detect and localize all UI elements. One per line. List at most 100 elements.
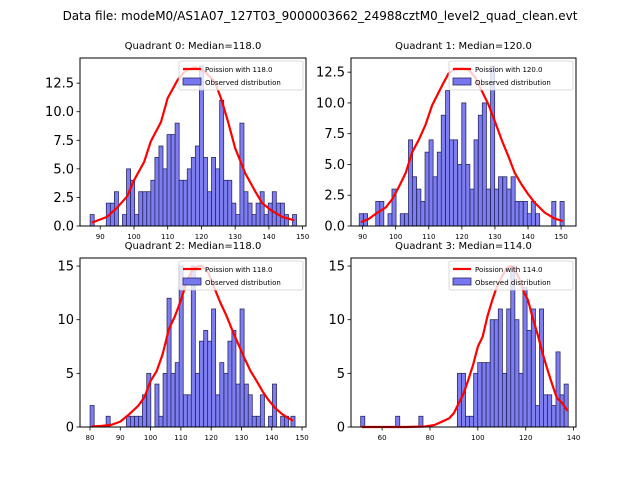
histogram-bar (259, 394, 265, 428)
subplot-quadrant-0: Quadrant 0: Median=118.0 90 100 110 120 130 14… (45, 41, 309, 241)
histogram-bar (477, 114, 483, 227)
histogram-bar (279, 202, 285, 227)
histogram-bar (211, 308, 217, 428)
histogram-bar (518, 372, 524, 428)
histogram-bar (290, 415, 296, 428)
legend-box (448, 260, 574, 291)
histogram-bar (473, 139, 479, 227)
y-tick-label: 2.5 (53, 191, 74, 206)
histogram-bar (203, 330, 209, 428)
histogram-bar (215, 168, 221, 227)
legend-bar-icon (182, 277, 202, 286)
y-tick-label: 15 (328, 260, 345, 275)
histogram-bar (182, 179, 188, 227)
histogram-bar (510, 176, 516, 227)
histogram-bar (518, 200, 524, 227)
subplot-title: Quadrant 2: Median=118.0 (125, 241, 262, 252)
y-tick-label: 5.0 (324, 158, 345, 173)
subplot-quadrant-2: Quadrant 2: Median=118.080 90 100 110 120 130… (57, 241, 308, 442)
histogram-bar (223, 372, 229, 428)
x-tick-label: 90 (116, 434, 125, 442)
histogram-bar (457, 164, 463, 227)
histogram-bar (142, 191, 148, 227)
subplot-title: Quadrant 1: Median=120.0 (395, 41, 532, 52)
histogram-bar (227, 340, 233, 428)
histogram-bar (247, 394, 253, 428)
x-tick-label: 100 (471, 434, 484, 442)
histogram-bar (215, 394, 221, 428)
histogram-bar (239, 122, 245, 227)
histogram-bar (203, 157, 208, 227)
histogram-bar (263, 214, 269, 227)
legend-box (448, 60, 574, 91)
histogram-bar (247, 202, 253, 227)
legend-observed-label: Observed distribution (205, 279, 281, 287)
legend-poisson-label: Poission with 118.0 (205, 266, 273, 274)
x-tick-label: 120 (204, 434, 217, 442)
y-tick-label: 0.0 (53, 220, 74, 235)
histogram-bar (122, 214, 127, 227)
poisson-curve (361, 264, 569, 429)
legend-bar-icon (452, 77, 472, 86)
histogram-bar (432, 176, 438, 227)
histogram-bar (535, 213, 541, 227)
histogram-bar (465, 415, 471, 428)
histogram-bar (186, 394, 192, 428)
histogram-bar (219, 362, 225, 428)
histogram-bar (199, 340, 204, 428)
histogram-bar (219, 99, 225, 227)
histogram-bar (506, 308, 512, 428)
histogram-bar (162, 168, 168, 227)
histogram-bar (428, 139, 434, 227)
histogram-bar (543, 394, 549, 428)
y-tick-label: 0 (337, 421, 345, 436)
histogram-bar (255, 202, 261, 227)
legend-poisson-label: Poission with 120.0 (475, 66, 543, 74)
y-tick-label: 15 (57, 260, 74, 275)
histogram-bar (551, 200, 557, 227)
histogram-bar (395, 415, 401, 428)
histogram-bar (485, 188, 491, 227)
histogram-bar (477, 362, 483, 428)
histogram-bar (126, 415, 131, 428)
histogram-bar (559, 200, 565, 227)
histogram-bar (138, 191, 144, 227)
x-tick-label: 130 (228, 233, 241, 241)
x-tick-label: 120 (455, 233, 468, 241)
histogram-bar (547, 394, 553, 428)
histogram-bar (453, 139, 459, 227)
histogram-bar (440, 114, 446, 227)
histogram-bar (239, 308, 245, 428)
histogram-bar (89, 214, 95, 227)
histogram-bar (445, 90, 451, 227)
x-tick-label: 90 (96, 233, 105, 241)
axes-frame (350, 57, 577, 227)
figure-suptitle: Data file: modeM0/AS1A07_127T03_90000036… (62, 9, 578, 23)
y-tick-label: 12.5 (316, 66, 345, 81)
legend-observed-label: Observed distribution (475, 79, 551, 87)
x-tick-label: 150 (295, 434, 308, 442)
subplot-title: Quadrant 0: Median=118.0 (125, 41, 262, 52)
axes-frame (79, 257, 307, 428)
legend: Poission with 120.0 Observed distribution (448, 60, 574, 91)
legend: Poission with 114.0 Observed distribution (448, 260, 574, 291)
histogram-bar (166, 297, 172, 428)
histogram-bar (162, 372, 168, 428)
x-tick-label: 110 (174, 434, 187, 442)
histogram-bar (494, 188, 500, 227)
histogram-bar (280, 415, 286, 428)
axes-frame (79, 57, 307, 227)
y-tick-label: 10.0 (45, 105, 74, 120)
histogram-bar (530, 200, 536, 227)
histogram-bar (194, 145, 200, 227)
histogram-bar (154, 383, 160, 428)
histogram-bar (539, 308, 544, 428)
histogram-bar (243, 191, 249, 227)
legend-observed-label: Observed distribution (205, 79, 281, 87)
histogram-bar (227, 179, 233, 227)
x-tick-label: 110 (161, 233, 174, 241)
x-tick-label: 150 (296, 233, 309, 241)
x-tick-label: 140 (567, 434, 580, 442)
x-tick-label: 140 (262, 233, 275, 241)
